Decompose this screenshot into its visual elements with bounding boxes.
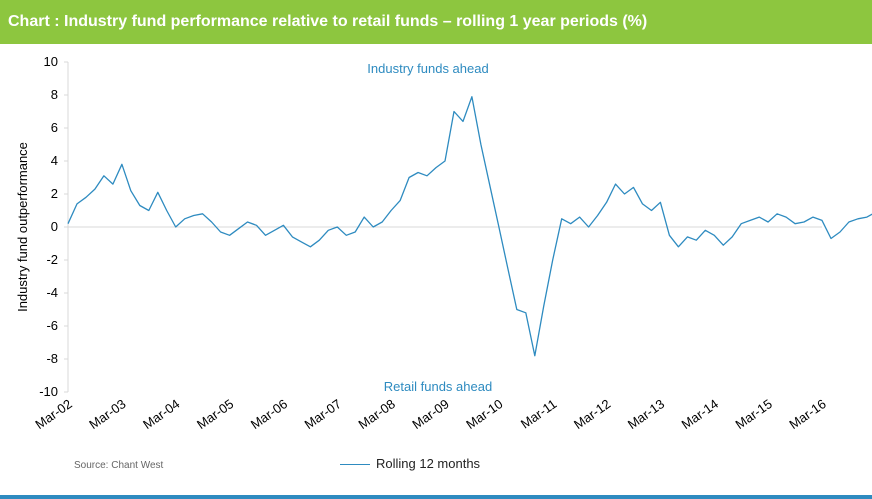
y-tick-label: 0 [51, 219, 58, 234]
y-tick-label: 6 [51, 120, 58, 135]
x-tick-label: Mar-09 [409, 396, 451, 432]
chart-header-bar: Chart : Industry fund performance relati… [0, 0, 872, 44]
x-tick-label: Mar-10 [463, 396, 505, 432]
x-tick-label: Mar-14 [679, 396, 721, 432]
x-tick-label: Mar-08 [356, 396, 398, 432]
x-tick-label: Mar-07 [302, 396, 344, 432]
y-tick-label: -10 [39, 384, 58, 399]
footer-rule [0, 495, 872, 499]
annotation-industry-ahead: Industry funds ahead [367, 61, 488, 76]
y-axis-title: Industry fund outperformance [15, 142, 30, 312]
x-tick-label: Mar-04 [140, 396, 182, 432]
y-tick-label: 8 [51, 87, 58, 102]
legend-swatch [340, 464, 370, 466]
x-tick-label: Mar-02 [32, 396, 74, 432]
x-tick-label: Mar-05 [194, 396, 236, 432]
y-tick-label: -8 [46, 351, 58, 366]
x-tick-label: Mar-06 [248, 396, 290, 432]
y-tick-label: 2 [51, 186, 58, 201]
x-tick-label: Mar-13 [625, 396, 667, 432]
x-tick-label: Mar-11 [518, 396, 560, 431]
series-line-rolling-12-months [67, 96, 872, 357]
chart-title: Chart : Industry fund performance relati… [8, 13, 648, 30]
x-tick-label: Mar-12 [571, 396, 613, 432]
x-tick-label: Mar-16 [786, 396, 828, 432]
y-tick-label: -4 [46, 285, 58, 300]
y-tick-label: 4 [51, 153, 58, 168]
line-chart: 10 8 6 4 2 0 -2 -4 -6 -8 -10 Industry fund outperfo… [15, 54, 872, 432]
y-tick-label: -2 [46, 252, 58, 267]
y-tick-label: 10 [44, 54, 58, 69]
y-tick-label: -6 [46, 318, 58, 333]
x-tick-label: Mar-15 [733, 396, 775, 432]
source-note: Source: Chant West [74, 460, 164, 471]
legend-label: Rolling 12 months [376, 456, 481, 471]
chart-legend: Rolling 12 months [340, 456, 480, 471]
annotation-retail-ahead: Retail funds ahead [384, 379, 492, 394]
x-tick-label: Mar-03 [86, 396, 128, 432]
